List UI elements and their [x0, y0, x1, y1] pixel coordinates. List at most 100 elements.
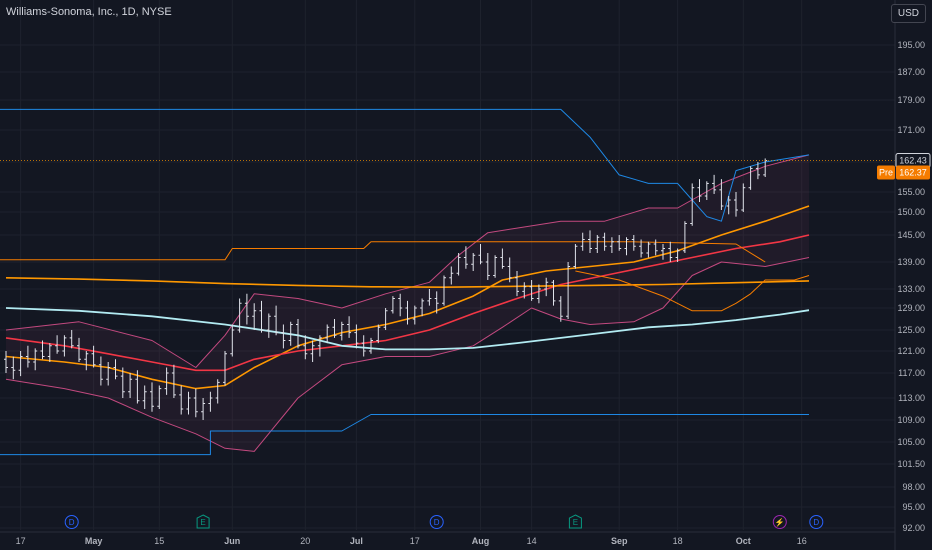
- earnings-icon: [568, 514, 582, 529]
- event-marker-dividend: D: [429, 515, 444, 529]
- event-marker-earnings: E: [568, 514, 582, 529]
- event-marker-dividend: D: [809, 515, 824, 529]
- price-bar: [646, 241, 651, 258]
- y-tick-label: 92.00: [902, 523, 925, 533]
- price-bar: [653, 239, 658, 256]
- y-tick-label: 187.00: [897, 67, 925, 77]
- y-tick-label: 117.00: [898, 368, 925, 378]
- price-bar: [47, 343, 52, 362]
- price-bar: [631, 235, 636, 251]
- price-bar: [230, 324, 235, 357]
- price-bar: [405, 300, 410, 325]
- x-tick-label: 18: [673, 536, 683, 546]
- price-bar: [668, 241, 673, 262]
- price-bar: [244, 293, 249, 325]
- price-bar: [55, 335, 60, 354]
- price-bar: [157, 385, 162, 409]
- currency-button[interactable]: USD: [890, 4, 926, 23]
- price-bar: [595, 235, 600, 253]
- x-tick-label: Jun: [224, 536, 240, 546]
- price-bar: [113, 359, 118, 380]
- price-bar: [237, 298, 242, 333]
- price-bar: [179, 385, 184, 415]
- price-bar: [602, 232, 607, 251]
- y-tick-label: 105.00: [897, 437, 925, 447]
- price-bar: [347, 316, 352, 338]
- y-tick-label: 195.00: [897, 40, 925, 50]
- price-bar: [704, 181, 709, 200]
- price-bar: [281, 324, 286, 349]
- dividend-icon: [429, 515, 444, 529]
- price-bar: [471, 253, 476, 271]
- y-tick-label: 139.00: [897, 257, 925, 267]
- price-bar: [98, 356, 103, 386]
- price-bar: [310, 340, 315, 362]
- price-bar: [485, 253, 490, 280]
- y-tick-label: 145.00: [897, 230, 925, 240]
- price-bar: [420, 298, 425, 317]
- price-bar: [390, 296, 395, 314]
- price-bar: [201, 398, 206, 420]
- event-marker-split: ⚡: [772, 515, 787, 529]
- price-bar: [266, 313, 271, 338]
- event-marker-earnings: E: [196, 514, 210, 529]
- price-bar: [719, 179, 724, 210]
- price-bar: [755, 162, 760, 180]
- y-tick-label: 155.00: [897, 187, 925, 197]
- y-tick-label: 109.00: [897, 415, 925, 425]
- price-bar: [376, 324, 381, 344]
- event-markers: D E D E ⚡ D: [64, 514, 824, 529]
- y-tick-label: 125.00: [897, 325, 925, 335]
- price-bar: [697, 179, 702, 202]
- x-tick-label: 20: [300, 536, 310, 546]
- x-tick-label: 17: [16, 536, 26, 546]
- price-bar: [171, 364, 176, 398]
- price-bar: [11, 356, 16, 380]
- price-bar: [77, 337, 81, 362]
- price-bar: [529, 280, 534, 301]
- price-bar: [551, 280, 556, 306]
- split-icon: [772, 515, 787, 529]
- price-bar: [361, 335, 366, 357]
- price-bar: [69, 330, 74, 349]
- price-bar: [164, 367, 169, 395]
- x-tick-label: 15: [154, 536, 164, 546]
- y-tick-label: 98.00: [902, 482, 925, 492]
- price-bar: [522, 282, 527, 299]
- price-bar: [500, 248, 505, 269]
- time-axis[interactable]: 17 May 15 Jun 20 Jul 17 Aug 14 Sep 18 Oct 16: [0, 531, 895, 546]
- price-bar: [215, 379, 220, 404]
- event-symbol: D: [813, 518, 819, 527]
- x-tick-label: 17: [410, 536, 420, 546]
- series-line-bb-upper: [5, 154, 810, 368]
- price-bar: [566, 262, 571, 319]
- price-bar: [208, 391, 213, 412]
- price-bar: [726, 196, 731, 215]
- y-tick-label: 121.00: [897, 346, 925, 356]
- price-bar: [91, 345, 96, 368]
- price-bar: [25, 345, 30, 368]
- price-bar: [515, 271, 519, 297]
- y-tick-label: 133.00: [897, 284, 925, 294]
- price-bar: [493, 255, 498, 278]
- price-bar: [252, 303, 257, 330]
- price-bar: [412, 305, 417, 325]
- price-bar: [624, 237, 629, 256]
- price-bar: [150, 382, 154, 412]
- price-axis[interactable]: 92.00 95.00 98.00 101.50 105.00 109.00 113.00 1…: [894, 0, 925, 550]
- price-bar: [369, 337, 373, 354]
- series-line-ema-50: [5, 234, 810, 372]
- pre-price-tag: 162.37: [899, 167, 927, 177]
- price-bar: [507, 257, 512, 283]
- last-price-tag: 162.43: [899, 155, 927, 165]
- pre-market-tag-label: Pre: [879, 167, 893, 177]
- series-line-donchian-lower: [0, 414, 809, 456]
- y-tick-label: 129.00: [897, 303, 925, 313]
- y-tick-label: 150.00: [897, 207, 925, 217]
- price-bar: [84, 351, 89, 371]
- price-bar: [682, 221, 687, 253]
- pre-market-tag-box: [877, 165, 895, 180]
- price-bars: [4, 158, 768, 420]
- price-bar: [40, 340, 45, 360]
